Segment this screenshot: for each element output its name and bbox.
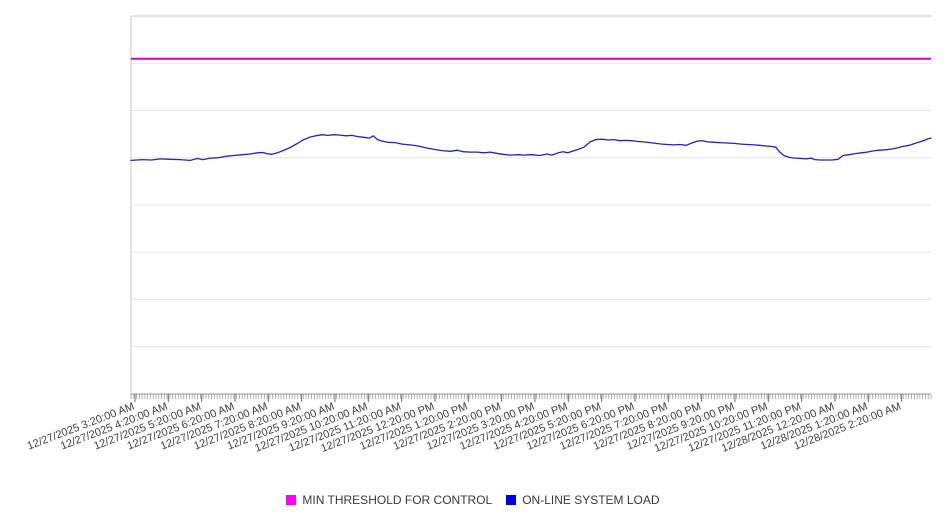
legend-swatch [286, 495, 297, 505]
legend-label: ON-LINE SYSTEM LOAD [522, 493, 660, 507]
legend-item-online-system-load[interactable]: ON-LINE SYSTEM LOAD [506, 493, 660, 507]
legend-swatch [506, 495, 517, 505]
legend-item-min-threshold[interactable]: MIN THRESHOLD FOR CONTROL [286, 493, 492, 507]
legend: MIN THRESHOLD FOR CONTROL ON-LINE SYSTEM… [0, 493, 946, 507]
system-load-line [130, 134, 932, 162]
legend-label: MIN THRESHOLD FOR CONTROL [302, 493, 493, 507]
